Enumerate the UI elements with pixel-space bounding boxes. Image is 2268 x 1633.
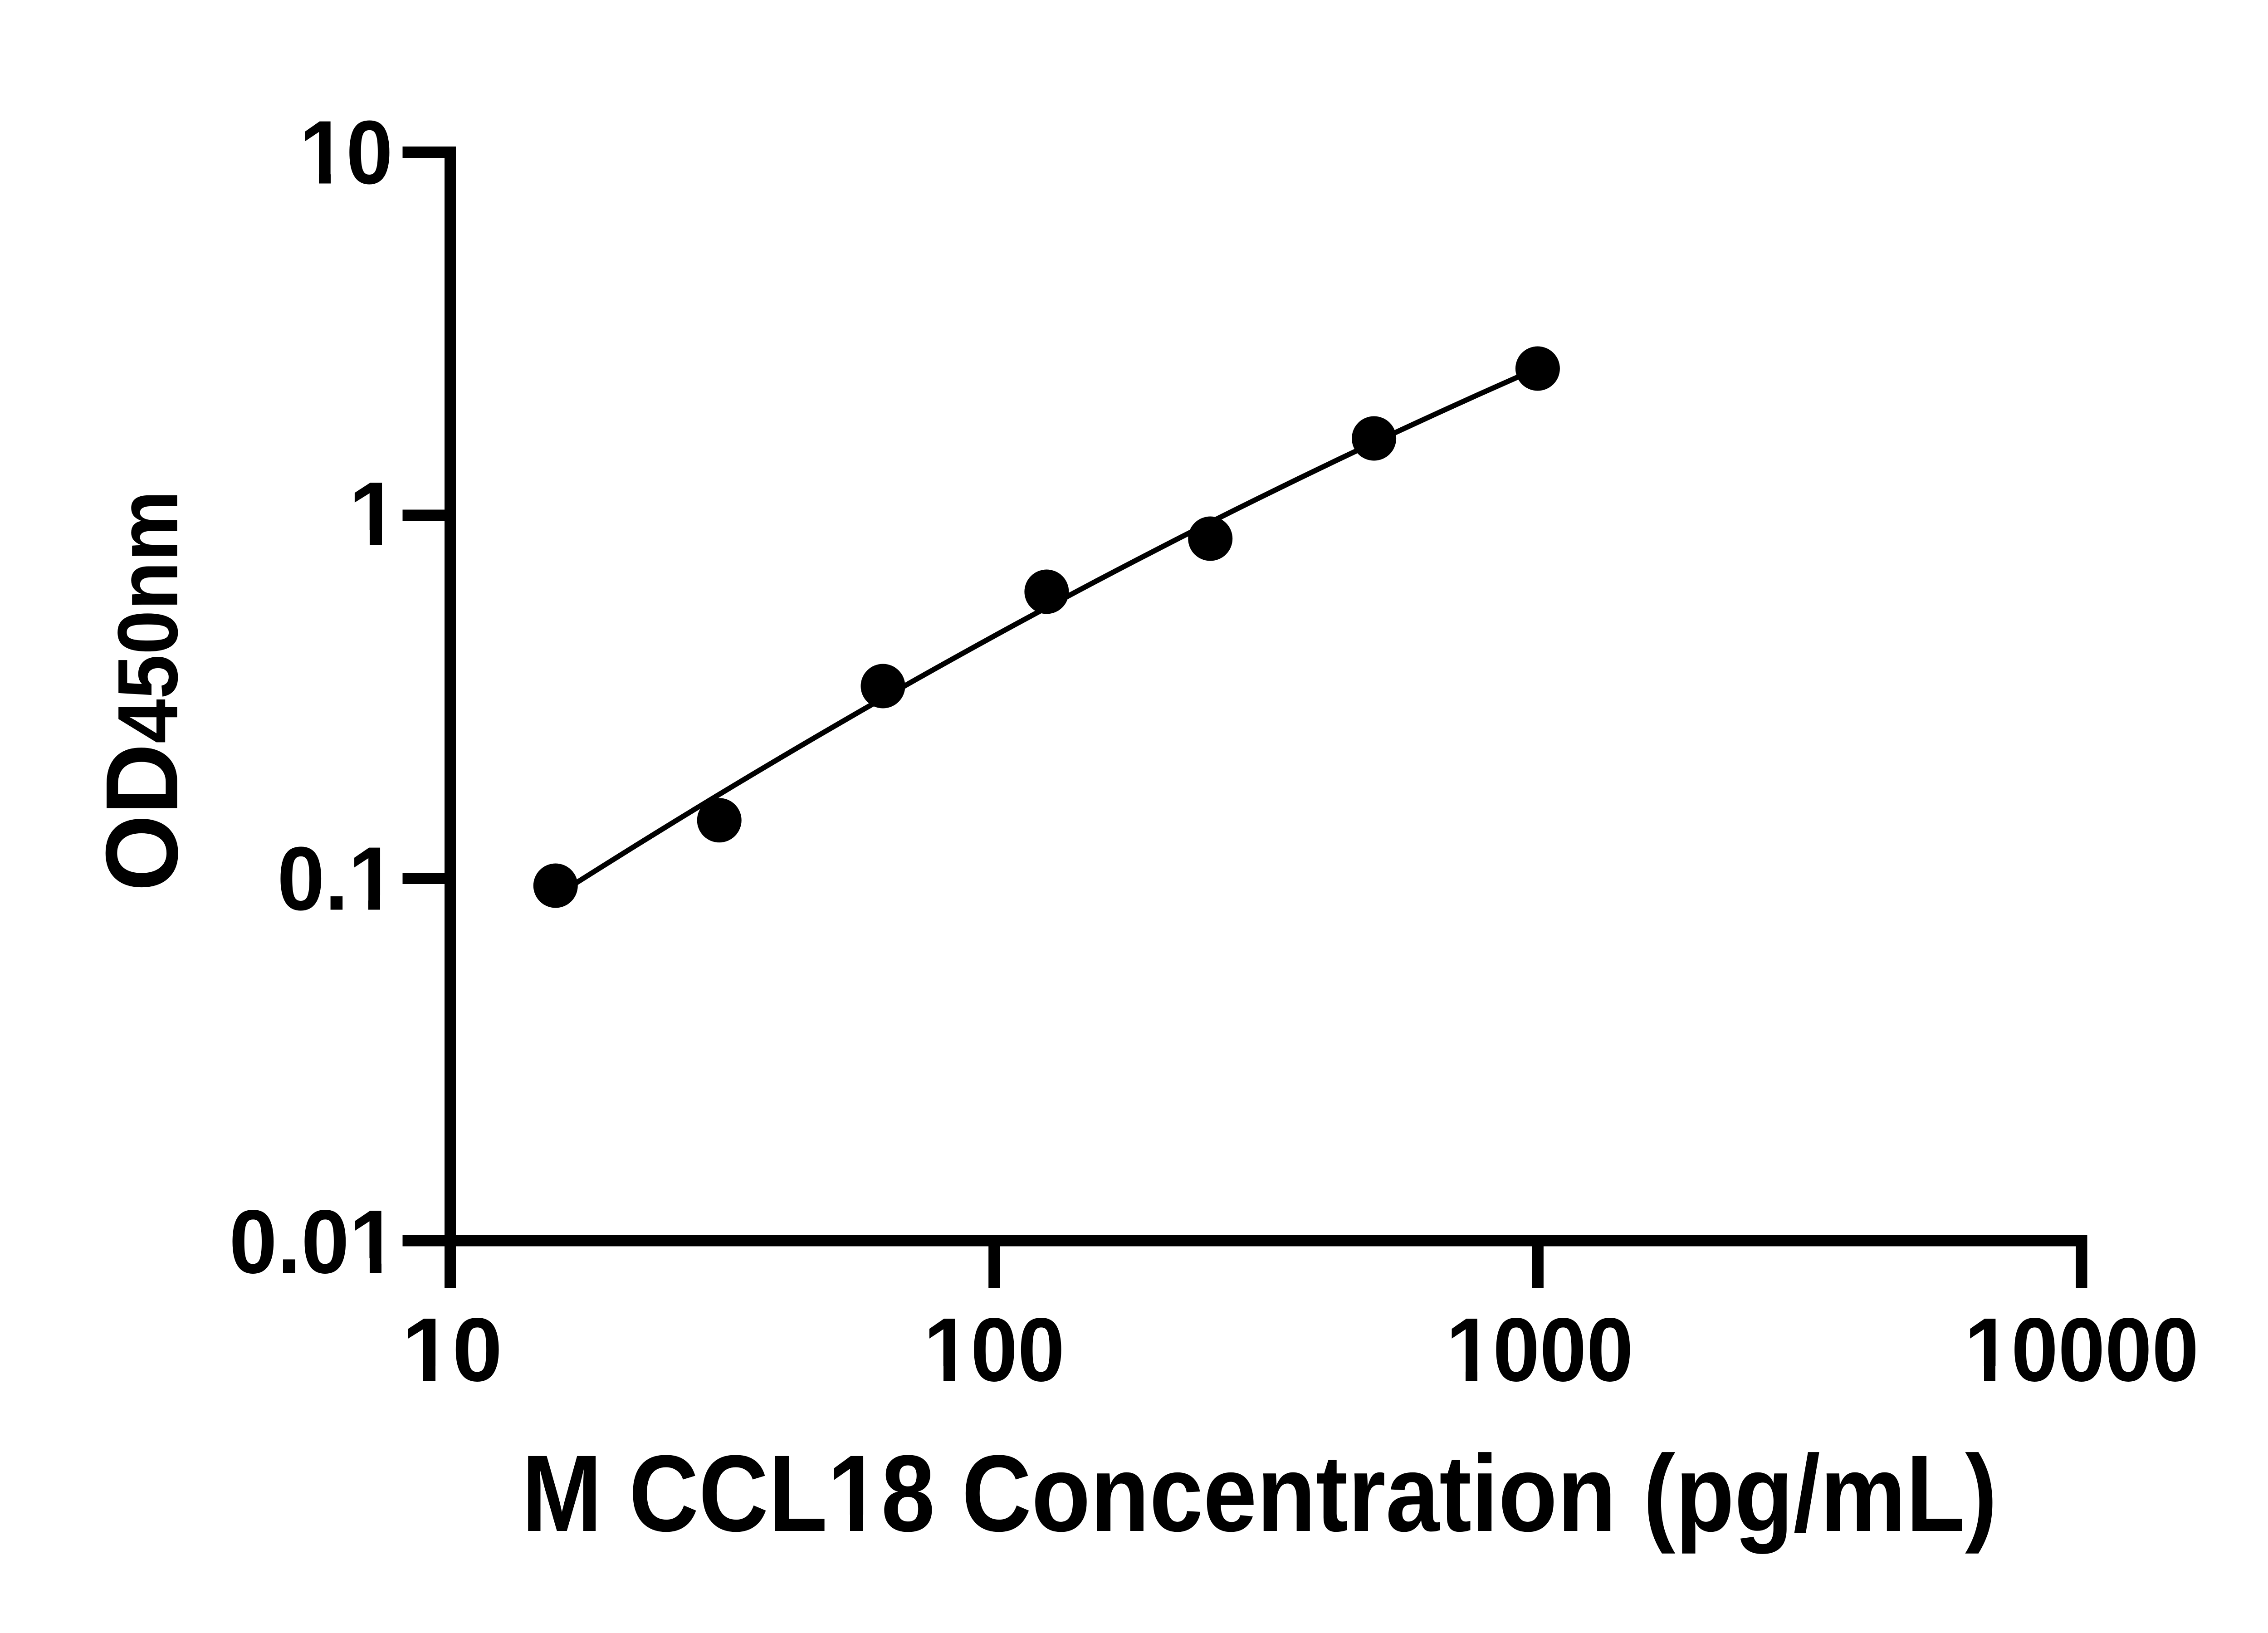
svg-text:10000: 10000 bbox=[1965, 1300, 2199, 1400]
svg-text:10: 10 bbox=[299, 103, 393, 203]
svg-text:0.1: 0.1 bbox=[277, 829, 396, 929]
svg-text:0.01: 0.01 bbox=[229, 1192, 397, 1292]
svg-text:OD450nm: OD450nm bbox=[84, 490, 199, 891]
svg-text:1: 1 bbox=[348, 464, 399, 564]
svg-text:100: 100 bbox=[924, 1300, 1065, 1400]
svg-text:1000: 1000 bbox=[1446, 1300, 1633, 1400]
svg-text:M CCL18 Concentration (pg/mL): M CCL18 Concentration (pg/mL) bbox=[522, 1433, 1997, 1554]
svg-text:10: 10 bbox=[402, 1300, 502, 1400]
